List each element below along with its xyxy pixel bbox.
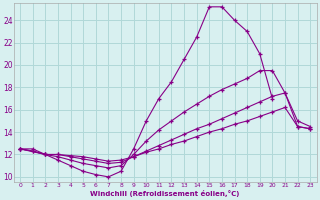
X-axis label: Windchill (Refroidissement éolien,°C): Windchill (Refroidissement éolien,°C) — [91, 190, 240, 197]
